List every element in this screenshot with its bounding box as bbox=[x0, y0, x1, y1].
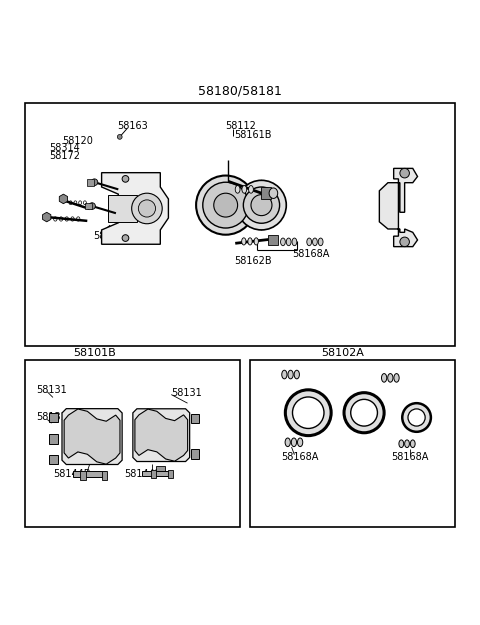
Ellipse shape bbox=[282, 370, 287, 379]
Circle shape bbox=[196, 176, 255, 235]
Ellipse shape bbox=[382, 374, 387, 382]
Polygon shape bbox=[60, 194, 68, 204]
Circle shape bbox=[408, 409, 425, 426]
Bar bbox=[80, 471, 86, 479]
Ellipse shape bbox=[242, 186, 247, 193]
Polygon shape bbox=[64, 409, 120, 464]
Bar bbox=[85, 202, 92, 209]
Bar bbox=[87, 179, 94, 186]
Text: 58163: 58163 bbox=[93, 231, 124, 241]
Polygon shape bbox=[43, 213, 51, 222]
Bar bbox=[191, 414, 199, 423]
Bar bbox=[168, 471, 173, 478]
Ellipse shape bbox=[286, 238, 291, 246]
Bar bbox=[151, 471, 156, 478]
Text: 58144B: 58144B bbox=[124, 469, 161, 479]
Bar bbox=[49, 455, 58, 464]
Circle shape bbox=[344, 392, 384, 432]
Polygon shape bbox=[102, 173, 168, 244]
Ellipse shape bbox=[399, 440, 404, 448]
Circle shape bbox=[351, 399, 377, 426]
Ellipse shape bbox=[292, 238, 297, 246]
Text: 58131: 58131 bbox=[36, 412, 67, 422]
Circle shape bbox=[237, 180, 286, 230]
Text: 58168A: 58168A bbox=[292, 249, 329, 259]
Text: 58131: 58131 bbox=[171, 388, 202, 398]
Text: 58172: 58172 bbox=[49, 151, 80, 161]
Circle shape bbox=[203, 182, 249, 228]
Text: 58102A: 58102A bbox=[321, 348, 364, 358]
Circle shape bbox=[122, 235, 129, 241]
Ellipse shape bbox=[312, 238, 317, 246]
Circle shape bbox=[400, 168, 409, 178]
Circle shape bbox=[251, 194, 272, 216]
Ellipse shape bbox=[285, 438, 290, 447]
Text: 58101B: 58101B bbox=[73, 348, 116, 358]
Ellipse shape bbox=[254, 238, 258, 245]
Ellipse shape bbox=[257, 180, 266, 230]
Polygon shape bbox=[62, 409, 122, 464]
Ellipse shape bbox=[307, 238, 312, 246]
Ellipse shape bbox=[269, 188, 278, 199]
Circle shape bbox=[132, 193, 162, 224]
Text: 58180/58181: 58180/58181 bbox=[198, 84, 282, 97]
Bar bbox=[191, 449, 199, 459]
Ellipse shape bbox=[241, 238, 246, 245]
Bar bbox=[261, 188, 271, 199]
Text: 58112: 58112 bbox=[226, 121, 256, 131]
Circle shape bbox=[285, 390, 331, 436]
Text: 58144B: 58144B bbox=[53, 469, 91, 479]
Bar bbox=[102, 471, 108, 479]
Ellipse shape bbox=[288, 370, 293, 379]
Bar bbox=[142, 471, 171, 476]
Ellipse shape bbox=[388, 374, 393, 382]
Bar bbox=[268, 235, 278, 245]
Circle shape bbox=[122, 176, 129, 182]
Circle shape bbox=[138, 200, 156, 217]
Ellipse shape bbox=[298, 438, 303, 447]
Text: 58314: 58314 bbox=[49, 143, 80, 153]
Polygon shape bbox=[379, 168, 418, 247]
Ellipse shape bbox=[318, 238, 323, 246]
Bar bbox=[73, 471, 107, 477]
Bar bbox=[250, 360, 455, 528]
Circle shape bbox=[243, 187, 280, 223]
Ellipse shape bbox=[248, 238, 252, 245]
Ellipse shape bbox=[281, 238, 285, 246]
Circle shape bbox=[89, 202, 96, 209]
Bar bbox=[108, 195, 137, 222]
Circle shape bbox=[214, 193, 238, 217]
Text: 58131: 58131 bbox=[36, 385, 67, 395]
Ellipse shape bbox=[405, 440, 409, 448]
Text: 58120: 58120 bbox=[62, 136, 93, 146]
Ellipse shape bbox=[249, 186, 253, 193]
Bar bbox=[25, 102, 455, 346]
Bar bbox=[49, 434, 58, 444]
Text: 58163: 58163 bbox=[117, 121, 148, 131]
Circle shape bbox=[402, 403, 431, 432]
Ellipse shape bbox=[394, 374, 399, 382]
Ellipse shape bbox=[410, 440, 415, 448]
Text: 58168A: 58168A bbox=[281, 452, 318, 462]
Circle shape bbox=[91, 179, 98, 186]
Ellipse shape bbox=[291, 438, 297, 447]
Circle shape bbox=[117, 134, 122, 139]
Ellipse shape bbox=[235, 186, 240, 193]
Bar bbox=[49, 412, 58, 422]
Text: 58168A: 58168A bbox=[391, 452, 428, 462]
Polygon shape bbox=[135, 409, 188, 461]
Circle shape bbox=[400, 237, 409, 247]
Text: 58131: 58131 bbox=[153, 449, 184, 459]
Bar bbox=[25, 360, 240, 528]
Text: 58161B: 58161B bbox=[234, 130, 271, 140]
Ellipse shape bbox=[294, 370, 300, 379]
Text: 58162B: 58162B bbox=[234, 256, 272, 266]
Polygon shape bbox=[133, 409, 190, 461]
Bar bbox=[156, 466, 165, 473]
Circle shape bbox=[292, 397, 324, 429]
